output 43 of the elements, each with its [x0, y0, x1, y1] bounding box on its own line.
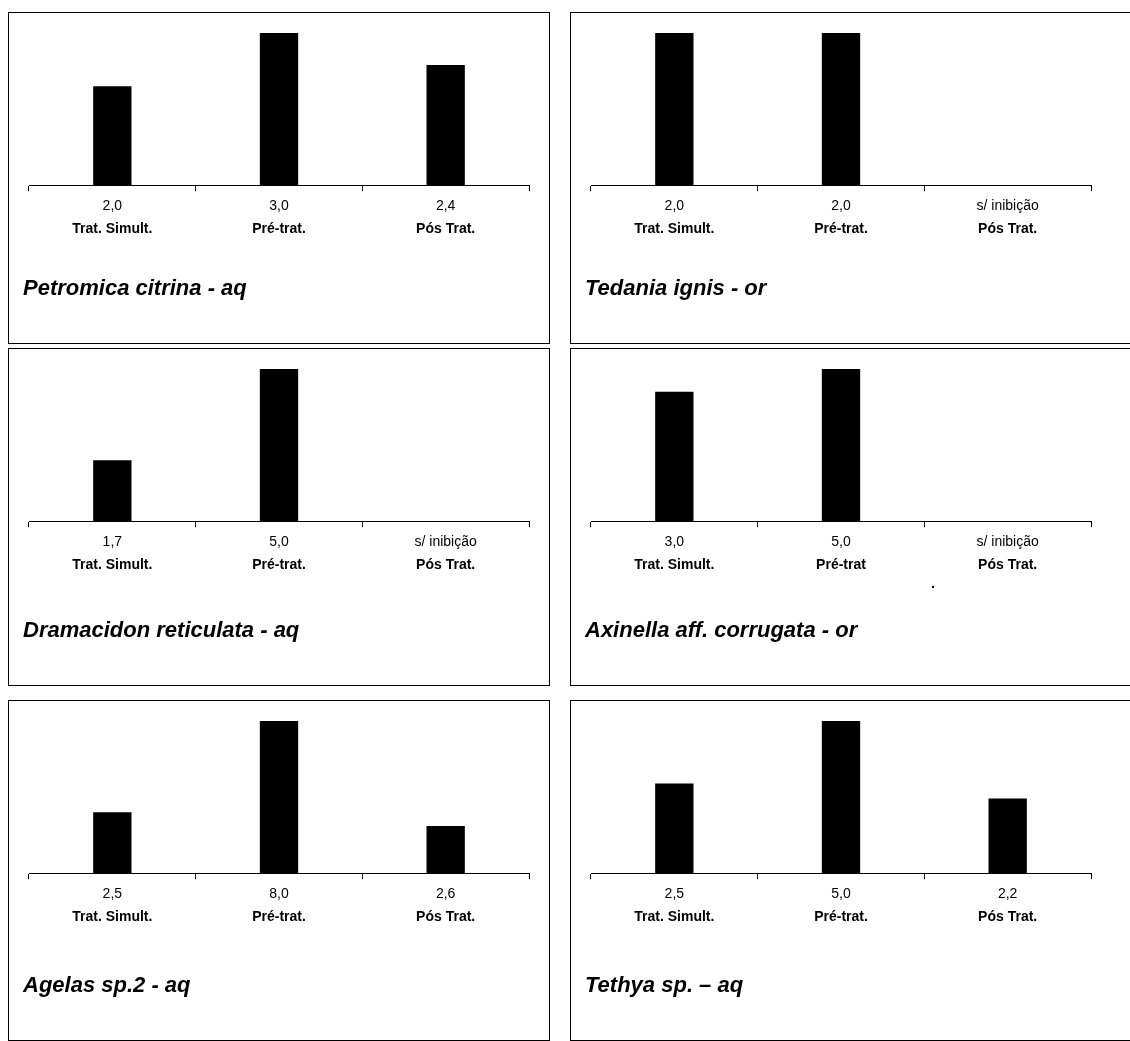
text: 3,0	[269, 197, 289, 214]
x-tick-label: Pós Trat.	[416, 220, 476, 237]
text: Tethya sp. – aq	[585, 972, 744, 998]
text: Dramacidon reticulata - aq	[23, 617, 300, 643]
text: 3,0	[664, 533, 685, 550]
x-tick-label: Pós Trat.	[416, 908, 476, 925]
x-tick-label: Pré-trat.	[814, 220, 868, 237]
x-tick-label: Pós Trat.	[978, 556, 1038, 573]
text: s/ inibição	[414, 533, 477, 550]
x-tick-label: Trat. Simult.	[634, 908, 715, 925]
text: 2,4	[435, 197, 456, 214]
text: 5,0	[831, 885, 851, 902]
text: 2,0	[664, 197, 685, 214]
text: .	[931, 575, 935, 591]
text: s/ inibição	[976, 533, 1039, 550]
text: s/ inibição	[976, 197, 1039, 214]
x-tick-label: Pré-trat.	[252, 908, 306, 925]
x-tick-label: Trat. Simult.	[634, 220, 715, 237]
text: Petromica citrina - aq	[23, 275, 247, 301]
x-tick-label: Pós Trat.	[978, 908, 1038, 925]
text: Axinella aff. corrugata - or	[585, 617, 858, 643]
x-tick-label: Pré-trat.	[252, 220, 306, 237]
x-tick-label: Trat. Simult.	[72, 908, 153, 925]
text: 2,5	[102, 885, 123, 902]
x-tick-label: Pré-trat.	[252, 556, 306, 573]
text: 2,5	[664, 885, 685, 902]
text: 5,0	[269, 533, 289, 550]
x-tick-label: Pós Trat.	[978, 220, 1038, 237]
text: 5,0	[831, 533, 851, 550]
text: 1,7	[102, 533, 123, 550]
x-tick-label: Pré-trat	[816, 556, 867, 573]
text: Agelas sp.2 - aq	[23, 972, 191, 998]
text: 8,0	[269, 885, 289, 902]
x-tick-label: Trat. Simult.	[72, 556, 153, 573]
text: Tedania ignis - or	[585, 275, 767, 301]
x-tick-label: Pós Trat.	[416, 556, 476, 573]
text: 2,0	[831, 197, 851, 214]
text: 2,2	[997, 885, 1018, 902]
x-tick-label: Trat. Simult.	[72, 220, 153, 237]
x-tick-label: Trat. Simult.	[634, 556, 715, 573]
x-tick-label: Pré-trat.	[814, 908, 868, 925]
text: 2,0	[102, 197, 123, 214]
text: 2,6	[435, 885, 456, 902]
